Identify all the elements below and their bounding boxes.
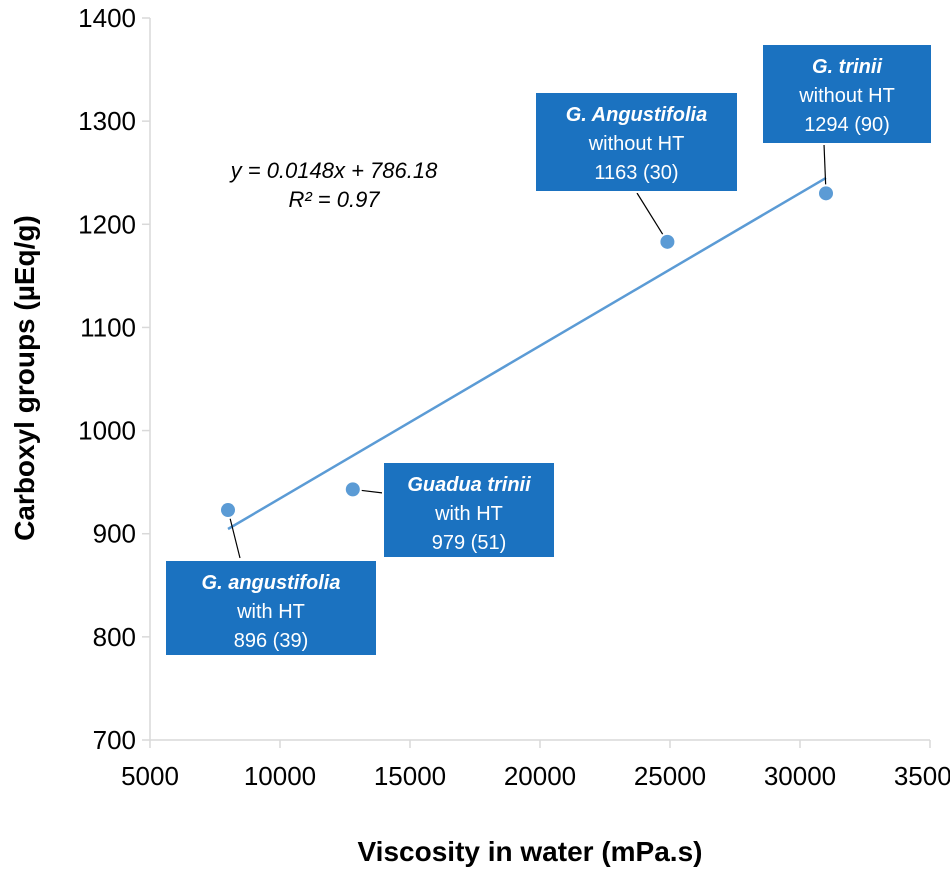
- x-tick-label: 15000: [374, 761, 446, 791]
- annotation-connector: [636, 192, 664, 235]
- y-tick-label: 1400: [78, 3, 136, 33]
- annotations: G. angustifolia with HT 896 (39) Guadua tri…: [164, 43, 933, 657]
- y-tick-label: 900: [93, 519, 136, 549]
- annotation-condition: without HT: [588, 133, 685, 155]
- annotation-background: [534, 91, 739, 193]
- annotation-box: G. trinii without HT 1294 (90): [761, 43, 933, 145]
- x-tick-label: 30000: [764, 761, 836, 791]
- y-tick-label: 700: [93, 725, 136, 755]
- y-tick-label: 1200: [78, 209, 136, 239]
- annotation-background: [164, 559, 378, 657]
- y-axis-title: Carboxyl groups (µEq/g): [9, 215, 40, 541]
- annotation-box: Guadua trinii with HT 979 (51): [382, 461, 556, 559]
- data-points: [221, 186, 833, 517]
- annotation-connectors: [229, 143, 827, 559]
- x-tick-label: 10000: [244, 761, 316, 791]
- annotation-background: [382, 461, 556, 559]
- annotation-background: [761, 43, 933, 145]
- data-point: [819, 186, 833, 201]
- data-point: [221, 502, 235, 517]
- annotation-title: Guadua trinii: [407, 474, 531, 496]
- x-tick-label: 25000: [634, 761, 706, 791]
- annotation-connector: [823, 143, 827, 185]
- annotation-condition: with HT: [236, 601, 305, 623]
- y-tick-label: 1000: [78, 416, 136, 446]
- x-tick-label: 5000: [121, 761, 179, 791]
- tick-labels: 700 800 900 1000 1100 1200 1300 1400 5000 10000 15…: [78, 3, 950, 791]
- annotation-condition: with HT: [434, 503, 503, 525]
- data-point: [660, 234, 675, 249]
- annotation-title: G. trinii: [812, 56, 882, 78]
- annotation-condition: without HT: [798, 85, 895, 107]
- x-axis-title: Viscosity in water (mPa.s): [358, 836, 703, 867]
- trendline-r-squared: R² = 0.97: [288, 187, 380, 212]
- annotation-title: G. Angustifolia: [566, 104, 707, 126]
- annotation-value: 896 (39): [234, 630, 309, 652]
- y-tick-label: 800: [93, 622, 136, 652]
- x-tick-label: 35000: [894, 761, 950, 791]
- x-tick-label: 20000: [504, 761, 576, 791]
- y-tick-label: 1300: [78, 106, 136, 136]
- annotation-connector: [361, 489, 384, 494]
- annotation-box: G. Angustifolia without HT 1163 (30): [534, 91, 739, 193]
- axes: [142, 17, 931, 748]
- annotation-value: 979 (51): [432, 532, 507, 554]
- annotation-value: 1294 (90): [804, 114, 890, 136]
- annotation-box: G. angustifolia with HT 896 (39): [164, 559, 378, 657]
- annotation-title: G. angustifolia: [202, 572, 341, 594]
- y-tick-label: 1100: [80, 312, 136, 342]
- annotation-value: 1163 (30): [594, 162, 678, 184]
- annotation-connector: [229, 518, 241, 559]
- data-point: [345, 482, 360, 497]
- trendline: [227, 176, 827, 531]
- trendline-group: [227, 176, 827, 531]
- trendline-equation: y = 0.0148x + 786.18: [229, 158, 438, 183]
